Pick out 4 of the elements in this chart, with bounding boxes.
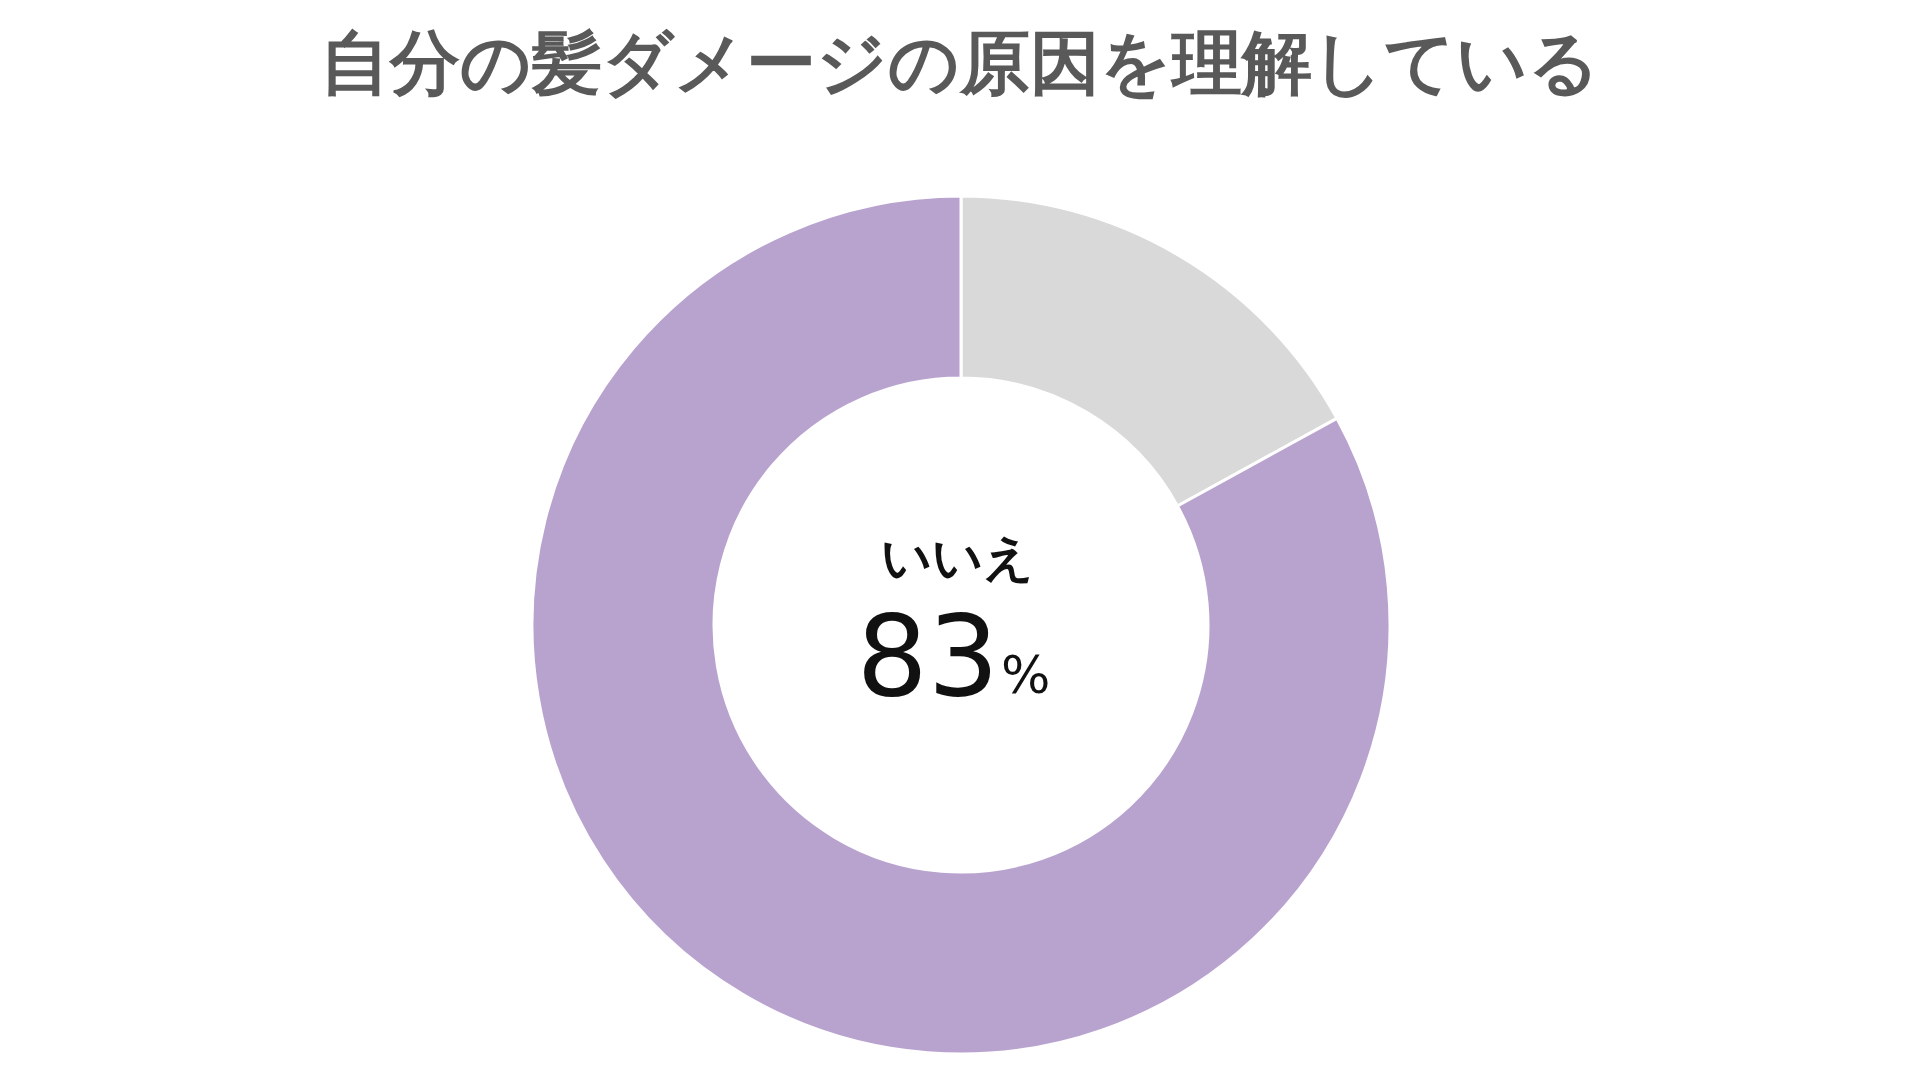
slice-label: いいえ bbox=[880, 529, 1034, 587]
data-label: 83% bbox=[856, 591, 1051, 721]
chart-title: 自分の髪ダメージの原因を理解している bbox=[320, 22, 1600, 104]
donut-slice bbox=[530, 194, 1392, 1056]
